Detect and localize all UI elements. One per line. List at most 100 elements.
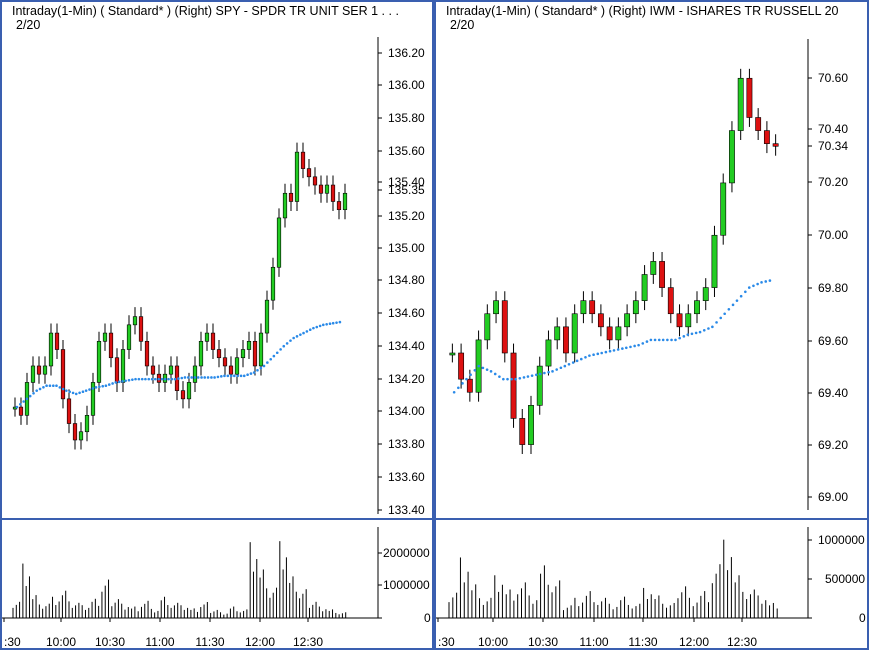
ma-point — [71, 391, 75, 395]
ma-point — [452, 390, 456, 394]
volume-tick-label: 1000000 — [818, 533, 865, 547]
price-tick-label: 133.80 — [388, 437, 425, 451]
ma-point — [469, 373, 472, 377]
ma-point — [226, 374, 230, 378]
candle-body — [144, 340, 150, 367]
candle-body — [746, 77, 753, 118]
candle-body — [519, 418, 526, 445]
ma-point — [616, 348, 620, 351]
price-tick-label: 70.34 — [818, 139, 848, 153]
candle-body — [510, 352, 517, 419]
candle-body — [90, 382, 96, 416]
ma-point — [621, 347, 624, 350]
candle-body — [729, 130, 735, 184]
candle-body — [252, 340, 258, 367]
candle-body — [571, 313, 578, 354]
ma-point — [514, 377, 517, 381]
ma-point — [768, 279, 772, 282]
ma-point — [229, 374, 233, 378]
ma-point — [335, 321, 338, 324]
ma-point — [526, 375, 530, 378]
ma-point — [58, 386, 62, 389]
candle-body — [18, 406, 24, 416]
candle-body — [288, 192, 294, 202]
ma-point — [764, 280, 768, 283]
ma-point — [196, 376, 200, 379]
time-tick-label: 12:30 — [727, 635, 757, 649]
ma-point — [262, 364, 266, 368]
ma-point — [485, 368, 489, 371]
ma-point — [91, 387, 95, 390]
ma-point — [760, 281, 763, 284]
ma-point — [641, 342, 645, 345]
chart-title: Intraday(1-Min) ( Standard* ) (Right) IW… — [446, 4, 839, 18]
time-tick-label: 12:00 — [679, 635, 709, 649]
ma-point — [518, 376, 522, 380]
price-tick-label: 70.40 — [818, 122, 848, 136]
ma-point — [114, 381, 118, 384]
ma-point — [735, 299, 739, 302]
candle-body — [306, 168, 312, 178]
ma-point — [547, 370, 550, 374]
ma-point — [279, 348, 282, 351]
ma-point — [302, 331, 305, 335]
ma-point — [489, 370, 493, 373]
ma-point — [180, 376, 184, 380]
ma-point — [315, 325, 319, 329]
candle-body — [180, 390, 186, 400]
candle-body — [720, 182, 727, 236]
ma-point — [596, 352, 600, 356]
ma-point — [249, 372, 253, 375]
ma-point — [131, 378, 134, 381]
candle-body — [84, 415, 90, 433]
ma-point — [331, 321, 335, 325]
candle-body — [282, 192, 288, 219]
chart-date: 2/20 — [16, 18, 41, 32]
ma-point — [473, 368, 477, 372]
ma-point — [163, 377, 167, 381]
price-tick-label: 70.00 — [818, 228, 848, 242]
candle-body — [597, 313, 604, 328]
price-tick-label: 134.80 — [388, 273, 425, 287]
ma-point — [25, 397, 29, 401]
candle-body — [667, 287, 674, 315]
volume-tick-label: 1000000 — [383, 578, 430, 592]
candle-body — [554, 326, 561, 341]
ma-point — [629, 345, 632, 349]
ma-point — [604, 350, 608, 354]
ma-point — [678, 336, 681, 340]
ma-point — [160, 377, 164, 381]
candle-body — [501, 300, 508, 354]
candle-body — [54, 332, 60, 350]
candle-body — [484, 313, 491, 341]
candle-body — [120, 349, 126, 383]
ma-point — [104, 384, 108, 388]
ma-point — [292, 336, 295, 340]
ma-point — [259, 366, 263, 370]
ma-point — [144, 377, 147, 381]
candle-body — [222, 357, 228, 367]
time-tick-label: 11:00 — [579, 635, 608, 649]
spy-chart-pane[interactable]: Intraday(1-Min) ( Standard* ) (Right) SP… — [0, 0, 436, 650]
ma-point — [200, 376, 203, 379]
time-tick-label: 11:30 — [195, 635, 224, 649]
candle-body — [240, 349, 246, 359]
ma-point — [127, 378, 131, 382]
candle-body — [294, 151, 300, 202]
ma-point — [498, 375, 501, 378]
ma-point — [530, 374, 534, 377]
candle-body — [210, 332, 216, 350]
ma-point — [101, 384, 105, 388]
ma-point — [48, 384, 52, 388]
ma-point — [666, 338, 669, 342]
candle-body — [466, 378, 473, 393]
iwm-chart-pane[interactable]: Intraday(1-Min) ( Standard* ) (Right) IW… — [434, 0, 869, 650]
candle-body — [192, 365, 198, 383]
ma-point — [756, 282, 759, 286]
ma-point — [522, 376, 526, 379]
candle-body — [676, 313, 683, 328]
ma-point — [81, 390, 85, 393]
ma-point — [325, 322, 328, 326]
ma-point — [534, 373, 538, 377]
ma-point — [107, 383, 111, 386]
